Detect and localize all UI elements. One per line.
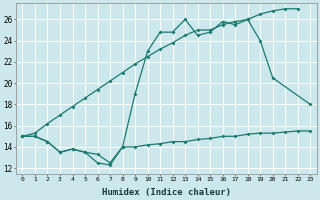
- X-axis label: Humidex (Indice chaleur): Humidex (Indice chaleur): [102, 188, 231, 197]
